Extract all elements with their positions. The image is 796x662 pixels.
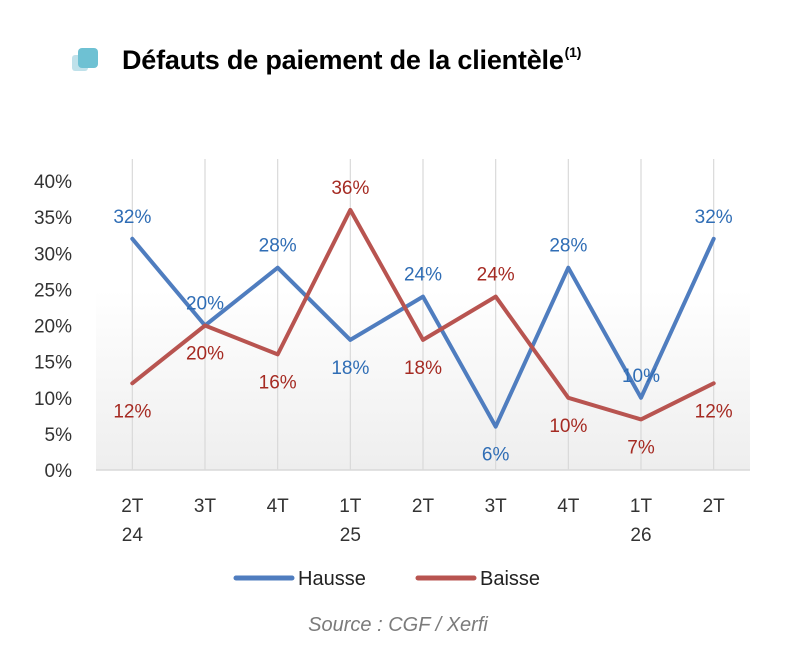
data-label-baisse: 18% — [404, 358, 442, 379]
legend-label-baisse: Baisse — [480, 568, 540, 590]
x-tick-label: 2T — [412, 496, 435, 517]
data-label-hausse: 20% — [186, 294, 224, 315]
y-tick-label: 30% — [34, 244, 72, 265]
title-squares-icon — [70, 43, 108, 77]
data-label-baisse: 16% — [259, 372, 297, 393]
x-tick-label: 1T — [339, 496, 362, 517]
x-tick-label: 3T — [194, 496, 217, 517]
series-line-baisse — [130, 207, 716, 422]
x-tick-label: 3T — [485, 496, 508, 517]
series-line-hausse — [130, 236, 716, 429]
data-label-hausse: 6% — [482, 445, 510, 466]
data-label-baisse: 12% — [113, 401, 151, 422]
data-label-baisse: 12% — [695, 401, 733, 422]
data-label-hausse: 28% — [259, 236, 297, 257]
y-tick-label: 25% — [34, 280, 72, 301]
data-label-hausse: 18% — [331, 358, 369, 379]
data-label-baisse: 10% — [549, 416, 587, 437]
data-label-hausse: 24% — [404, 265, 442, 286]
x-tick-label: 4T — [267, 496, 290, 517]
data-label-baisse: 36% — [331, 178, 369, 199]
y-tick-label: 40% — [34, 172, 72, 193]
x-tick-label: 2T — [703, 496, 726, 517]
data-label-baisse: 7% — [627, 437, 655, 458]
data-label-hausse: 32% — [695, 207, 733, 228]
y-tick-label: 35% — [34, 208, 72, 229]
x-tick-label: 1T — [630, 496, 653, 517]
y-tick-label: 20% — [34, 317, 72, 338]
x-tick-year-label: 25 — [340, 525, 361, 546]
data-label-hausse: 28% — [549, 236, 587, 257]
x-tick-label: 4T — [557, 496, 580, 517]
x-tick-year-label: 26 — [630, 525, 651, 546]
legend-label-hausse: Hausse — [298, 568, 366, 590]
chart-title-footnote: (1) — [564, 44, 582, 60]
y-tick-label: 15% — [34, 353, 72, 374]
chart-title-block: Défauts de paiement de la clientèle(1) — [70, 40, 581, 80]
y-tick-label: 0% — [45, 461, 73, 482]
chart-title-text: Défauts de paiement de la clientèle — [122, 45, 564, 75]
y-tick-label: 10% — [34, 389, 72, 410]
x-tick-year-label: 24 — [122, 525, 144, 546]
x-tick-label: 2T — [121, 496, 144, 517]
chart-title: Défauts de paiement de la clientèle(1) — [122, 44, 581, 76]
data-label-baisse: 24% — [477, 265, 515, 286]
source-note: Source : CGF / Xerfi — [308, 614, 488, 636]
data-label-hausse: 10% — [622, 366, 660, 387]
data-label-hausse: 32% — [113, 207, 151, 228]
data-label-baisse: 20% — [186, 344, 224, 365]
y-tick-label: 5% — [45, 425, 73, 446]
